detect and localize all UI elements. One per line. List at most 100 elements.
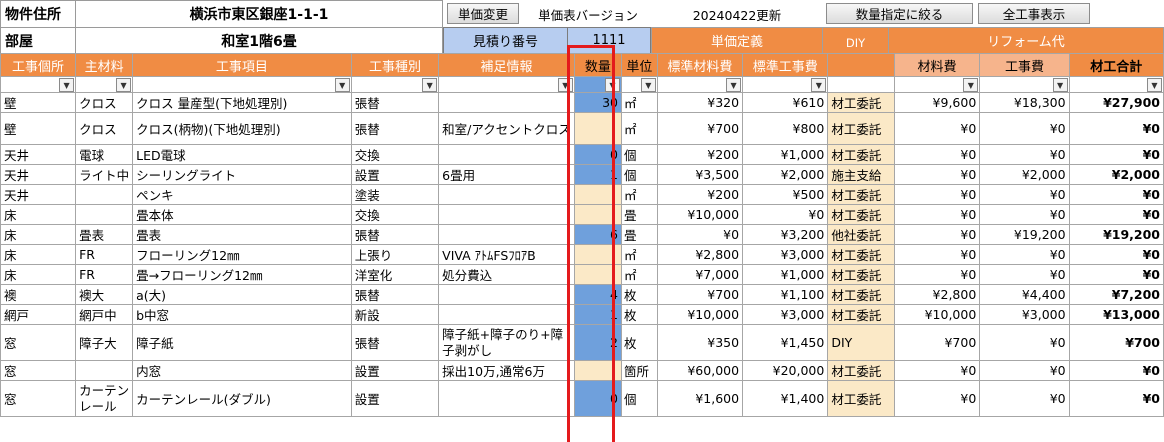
cell-judgement[interactable]: 材工委託 — [827, 112, 895, 145]
cell-note — [438, 204, 575, 225]
cell-judgement[interactable]: 材工委託 — [827, 360, 895, 381]
cell-note — [438, 284, 575, 305]
table-row: 壁クロス クロス(柄物)(下地処理別) 張替 和室/アクセントクロス ㎡ ¥700 ¥800… — [0, 112, 1164, 145]
cell-total: ¥13,000 — [1068, 304, 1164, 325]
filter-cell: ▼ — [893, 76, 981, 93]
cell-judgement[interactable]: 材工委託 — [827, 244, 895, 265]
dropdown-filter-icon[interactable]: ▼ — [1052, 78, 1068, 92]
dropdown-filter-icon[interactable]: ▼ — [963, 78, 979, 92]
cell-judgement[interactable]: 材工委託 — [827, 304, 895, 325]
cell-labor-cost: ¥0 — [979, 204, 1070, 225]
col-labor-cost-header: 工事費 — [979, 53, 1070, 77]
cell-judgement[interactable]: 材工委託 — [827, 144, 895, 165]
cell-note: 処分費込 — [438, 264, 575, 285]
cell-item: クロス 量産型(下地処理別) — [132, 92, 352, 113]
cell-std-material: ¥3,500 — [656, 164, 744, 185]
cell-std-labor: ¥20,000 — [742, 360, 829, 381]
cell-item: 畳→フローリング12㎜ — [132, 264, 352, 285]
col-total-header: 材工合計 — [1068, 53, 1164, 77]
filter-cell: ▼ — [656, 76, 744, 93]
dropdown-filter-icon[interactable]: ▼ — [604, 78, 620, 92]
header-row: 工事個所 主材料 工事項目 工事種別 補足情報 数量 単位 標準材料費 標準工事… — [0, 53, 1164, 77]
cell-work-type: 設置 — [350, 380, 440, 417]
dropdown-filter-icon[interactable]: ▼ — [726, 78, 742, 92]
cell-work-type: 上張り — [350, 244, 440, 265]
col-location-header: 工事個所 — [0, 53, 77, 77]
cell-std-material: ¥10,000 — [656, 204, 744, 225]
show-all-button[interactable]: 全工事表示 — [978, 3, 1090, 24]
cell-location: 床 — [0, 244, 77, 265]
cell-qty[interactable] — [573, 112, 622, 145]
cell-qty[interactable]: 0 — [573, 144, 622, 165]
cell-qty[interactable] — [573, 184, 622, 205]
cell-qty[interactable] — [573, 204, 622, 225]
cell-material-cost: ¥0 — [893, 380, 981, 417]
cell-location: 窓 — [0, 360, 77, 381]
cell-qty[interactable] — [573, 264, 622, 285]
col-note-header: 補足情報 — [438, 53, 575, 77]
cell-qty[interactable]: 4 — [573, 284, 622, 305]
cell-std-labor: ¥1,400 — [742, 380, 829, 417]
cell-work-type: 設置 — [350, 164, 440, 185]
cell-material-cost: ¥0 — [893, 360, 981, 381]
cell-location: 天井 — [0, 184, 77, 205]
estimate-number-label: 見積り番号 — [443, 27, 568, 54]
cell-note — [438, 184, 575, 205]
dropdown-filter-icon[interactable]: ▼ — [1147, 78, 1162, 92]
unit-price-change-button[interactable]: 単価変更 — [447, 3, 519, 24]
filter-by-quantity-button[interactable]: 数量指定に絞る — [826, 3, 973, 24]
cell-material — [75, 184, 134, 205]
cell-std-labor: ¥1,000 — [742, 144, 829, 165]
cell-qty[interactable]: 1 — [573, 304, 622, 325]
cell-labor-cost: ¥0 — [979, 184, 1070, 205]
dropdown-filter-icon[interactable]: ▼ — [811, 78, 827, 92]
cell-qty[interactable]: 1 — [573, 164, 622, 185]
cell-qty[interactable]: 2 — [573, 324, 622, 361]
cell-unit: ㎡ — [620, 112, 658, 145]
cell-qty[interactable]: 0 — [573, 380, 622, 417]
room-value[interactable]: 和室1階6畳 — [75, 27, 443, 54]
cell-item: b中窓 — [132, 304, 352, 325]
dropdown-filter-icon[interactable]: ▼ — [640, 78, 656, 92]
room-label: 部屋 — [0, 27, 76, 54]
cell-unit: 個 — [620, 380, 658, 417]
estimate-number-value[interactable]: 1111 — [567, 27, 651, 54]
dropdown-filter-icon[interactable]: ▼ — [557, 78, 573, 92]
cell-judgement[interactable]: 材工委託 — [827, 204, 895, 225]
cell-total: ¥0 — [1068, 360, 1164, 381]
cell-material-cost: ¥0 — [893, 144, 981, 165]
address-value[interactable]: 横浜市東区銀座1-1-1 — [75, 0, 443, 28]
cell-qty[interactable] — [573, 244, 622, 265]
cell-material: クロス — [75, 92, 134, 113]
cell-location: 襖 — [0, 284, 77, 305]
cell-labor-cost: ¥19,200 — [979, 224, 1070, 245]
cell-material: 電球 — [75, 144, 134, 165]
cell-qty[interactable]: 6 — [573, 224, 622, 245]
cell-work-type: 設置 — [350, 360, 440, 381]
cell-location: 壁 — [0, 92, 77, 113]
cell-judgement[interactable]: 材工委託 — [827, 284, 895, 305]
dropdown-filter-icon[interactable]: ▼ — [59, 78, 75, 92]
cell-judgement[interactable]: DIY — [827, 324, 895, 361]
cell-judgement[interactable]: 材工委託 — [827, 380, 895, 417]
cell-work-type: 張替 — [350, 224, 440, 245]
cell-judgement[interactable]: 材工委託 — [827, 184, 895, 205]
cell-unit: ㎡ — [620, 264, 658, 285]
cell-judgement[interactable]: 施主支給 — [827, 164, 895, 185]
table-row: 網戸 網戸中 b中窓 新設 1 枚 ¥10,000 ¥3,000 材工委託 ¥10,000 ¥3,0… — [0, 304, 1164, 325]
cell-judgement[interactable]: 他社委託 — [827, 224, 895, 245]
cell-item: クロス(柄物)(下地処理別) — [132, 112, 352, 145]
cell-work-type: 塗装 — [350, 184, 440, 205]
dropdown-filter-icon[interactable]: ▼ — [422, 78, 438, 92]
cell-qty[interactable]: 30 — [573, 92, 622, 113]
dropdown-filter-icon[interactable]: ▼ — [334, 78, 350, 92]
cell-judgement[interactable]: 材工委託 — [827, 264, 895, 285]
dropdown-filter-icon[interactable]: ▼ — [116, 78, 132, 92]
cell-qty[interactable] — [573, 360, 622, 381]
table-row: 床 FR フローリング12㎜ 上張り VIVA ｱﾄﾑFSﾌﾛｱB ㎡ ¥2,800 ¥3,0… — [0, 244, 1164, 265]
estimate-rows: 壁クロス クロス 量産型(下地処理別) 張替 30 ㎡ ¥320 ¥610 材工委託 ¥9,60… — [0, 92, 1164, 417]
cell-total: ¥0 — [1068, 144, 1164, 165]
cell-judgement[interactable]: 材工委託 — [827, 92, 895, 113]
